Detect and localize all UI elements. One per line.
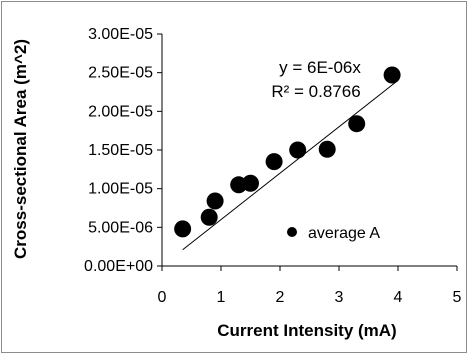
y-tick-label: 5.00E-06 [88, 219, 153, 236]
x-tick-label: 4 [394, 289, 403, 306]
legend-marker [287, 227, 297, 237]
x-axis-title: Current Intensity (mA) [217, 321, 396, 340]
x-tick-label: 2 [276, 289, 285, 306]
y-tick-label: 0.00E+00 [84, 258, 153, 275]
data-point [206, 192, 224, 210]
y-tick-label: 1.00E-05 [88, 181, 153, 198]
y-axis-title: Cross-sectional Area (m^2) [11, 39, 30, 259]
y-tick-label: 2.50E-05 [88, 65, 153, 82]
data-point [265, 153, 283, 171]
y-tick-label: 2.00E-05 [88, 103, 153, 120]
trendline-r-squared: R² = 0.8766 [271, 82, 360, 101]
y-tick-label: 3.00E-05 [88, 26, 153, 43]
data-point [383, 66, 401, 84]
data-point [174, 220, 192, 238]
data-point [200, 208, 218, 226]
x-tick-label: 5 [453, 289, 462, 306]
y-tick-label: 1.50E-05 [88, 142, 153, 159]
data-point [318, 140, 336, 158]
x-tick-label: 1 [217, 289, 226, 306]
data-point [289, 141, 307, 159]
data-point [348, 115, 366, 133]
data-points [174, 66, 401, 238]
trendline-equation: y = 6E-06x [279, 58, 361, 77]
x-tick-label: 0 [158, 289, 167, 306]
x-axis-ticks: 0 1 2 3 4 5 [158, 266, 462, 306]
trendline [182, 80, 399, 251]
x-tick-label: 3 [335, 289, 344, 306]
data-point [242, 174, 259, 192]
legend-label: average A [308, 225, 380, 242]
y-axis-ticks: 0.00E+00 5.00E-06 1.00E-05 1.50E-05 2.00E-05… [84, 26, 162, 275]
legend: average A [287, 225, 380, 242]
